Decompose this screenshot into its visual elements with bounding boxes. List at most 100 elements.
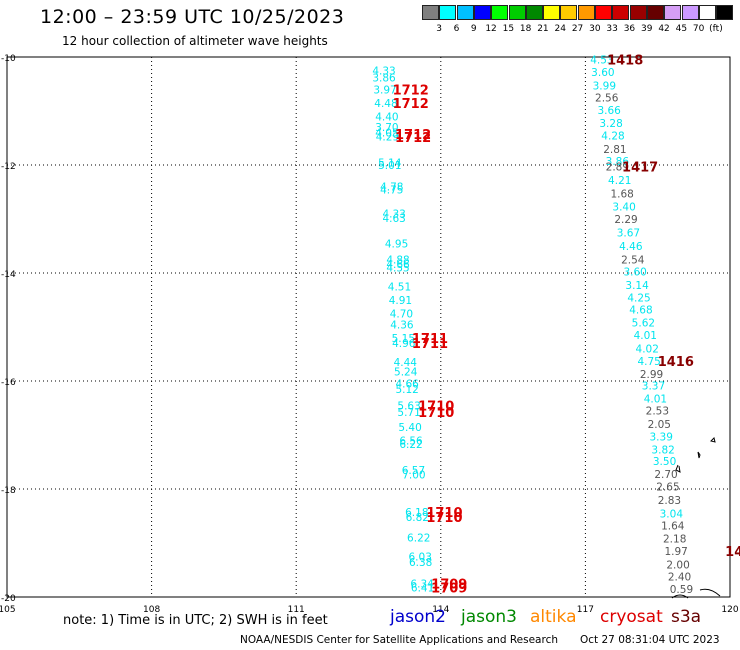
legend-swatch <box>491 5 509 20</box>
pass-time-label: 1712 <box>393 83 429 98</box>
legend-swatch <box>595 5 612 20</box>
legend-swatch <box>439 5 457 20</box>
pass-time-label: 1711 <box>412 332 448 347</box>
lat-tick-label: -16 <box>1 378 16 388</box>
satellite-jason3: jason3 <box>461 607 517 627</box>
wave-height-label: 3.14 <box>625 280 649 292</box>
wave-height-label: 1.97 <box>664 546 687 558</box>
wave-height-label: 4.40 <box>375 111 398 123</box>
page-subtitle: 12 hour collection of altimeter wave hei… <box>62 34 328 48</box>
wave-height-label: 4.66 <box>395 379 419 391</box>
lon-tick-label: 117 <box>577 605 594 615</box>
wave-height-label: 2.99 <box>640 369 663 381</box>
wave-height-label: 3.04 <box>660 508 684 520</box>
wave-height-label: 4.68 <box>629 305 652 317</box>
wave-height-label: 4.01 <box>644 393 667 405</box>
legend-swatch <box>646 5 664 20</box>
wave-height-label: 4.44 <box>394 357 418 369</box>
wave-height-label: 6.03 <box>409 552 432 564</box>
legend-label: 6 <box>453 24 460 34</box>
wave-height-label: 3.60 <box>623 266 646 278</box>
coastline-fragment-1 <box>675 464 681 473</box>
satellite-altika: altika <box>530 607 577 627</box>
legend-swatch <box>422 5 439 20</box>
wave-height-label: 0.59 <box>670 584 693 596</box>
legend-label: 27 <box>571 24 584 34</box>
wave-height-label: 6.57 <box>402 465 425 477</box>
wave-height-label: 6.34 <box>410 579 434 591</box>
wave-height-label: 4.75 <box>637 356 660 368</box>
legend-swatch <box>664 5 682 20</box>
wave-height-label: 4.36 <box>390 319 414 331</box>
legend-label: 30 <box>589 24 601 34</box>
wave-height-label: 2.40 <box>668 571 691 583</box>
wave-height-label: 5.15 <box>392 333 415 345</box>
legend-label: 39 <box>641 24 653 34</box>
wave-height-label: 2.70 <box>654 469 677 481</box>
legend-label: 15 <box>502 24 515 34</box>
pass-time-label: 1710 <box>426 506 462 521</box>
legend-swatch <box>612 5 630 20</box>
legend-swatch <box>629 5 647 20</box>
wave-height-label: 3.39 <box>650 432 673 444</box>
pass-time-labels: 1712171217121712171117111710171017101710… <box>393 54 740 597</box>
map-grid <box>7 57 730 597</box>
pass-time-label: 1709 <box>431 581 467 596</box>
legend-swatch <box>473 5 491 20</box>
wave-height-label: 3.67 <box>617 228 640 240</box>
legend-label: 33 <box>606 24 618 34</box>
wave-height-label: 2.54 <box>621 255 645 267</box>
pass-time-label: 1710 <box>426 511 462 526</box>
wave-height-label: 4.75 <box>380 184 403 196</box>
map-frame <box>6 56 731 598</box>
coastline-island-2 <box>697 451 701 459</box>
legend-label: 70 <box>692 24 705 34</box>
satellite-s3a: s3a <box>671 607 702 627</box>
coastline-fragment-2 <box>671 594 689 599</box>
pass-time-label: 1709 <box>431 578 467 593</box>
wave-height-label: 3.40 <box>612 202 635 214</box>
wave-height-label: 3.60 <box>591 67 614 79</box>
pass-time-label: 14 <box>725 545 740 560</box>
legend-swatch <box>543 5 561 20</box>
lat-tick-label: -18 <box>1 486 16 496</box>
pass-time-label: 1711 <box>412 337 448 352</box>
wave-height-label: 2.83 <box>658 495 681 507</box>
wave-height-label: 7.00 <box>402 469 425 481</box>
wave-height-label: 6.56 <box>399 435 423 447</box>
wave-height-label: 4.05 <box>375 128 398 140</box>
lat-tick-label: -12 <box>1 162 16 172</box>
legend-label: 12 <box>485 24 497 34</box>
legend-swatch <box>508 5 526 20</box>
wave-height-label: 4.70 <box>390 309 413 321</box>
wave-height-label: 4.91 <box>389 295 412 307</box>
wave-height-label: 5.12 <box>395 384 418 396</box>
pass-time-label: 1416 <box>658 355 694 370</box>
wave-height-label: 2.00 <box>666 560 689 572</box>
wave-height-label: 4.51 <box>388 282 411 294</box>
wave-height-label: 4.01 <box>634 330 657 342</box>
wave-height-label: 4.29 <box>376 131 399 143</box>
lat-tick-label: -14 <box>1 270 16 280</box>
wave-height-label: 2.18 <box>663 534 686 546</box>
legend-label: 45 <box>675 24 688 34</box>
wave-height-label: 6.22 <box>407 533 430 545</box>
wave-height-label: 4.55 <box>386 263 409 275</box>
wave-height-label: 2.89 <box>606 162 629 174</box>
lon-tick-label: 105 <box>0 605 16 615</box>
pass-time-label: 1712 <box>393 97 429 112</box>
page-title: 12:00 – 23:59 UTC 10/25/2023 <box>40 6 345 28</box>
wave-height-label: 6.41 <box>411 582 434 594</box>
wave-height-label: 2.65 <box>656 481 679 493</box>
wave-height-label: 4.66 <box>386 259 410 271</box>
coastline-island-1 <box>710 437 716 443</box>
legend-swatch <box>560 5 578 20</box>
map-axes: 105 108 111 114 117 120 -10 -12 -14 -16 -18 -20 <box>0 54 739 615</box>
satellite-jason2: jason2 <box>390 607 446 627</box>
wave-height-label: 5.14 <box>378 157 402 169</box>
footer-note: note: 1) Time is in UTC; 2) SWH is in fe… <box>63 613 328 628</box>
satellite-cryosat: cryosat <box>600 607 663 627</box>
wave-height-label: 3.82 <box>651 445 674 457</box>
lon-tick-label: 114 <box>432 605 449 615</box>
